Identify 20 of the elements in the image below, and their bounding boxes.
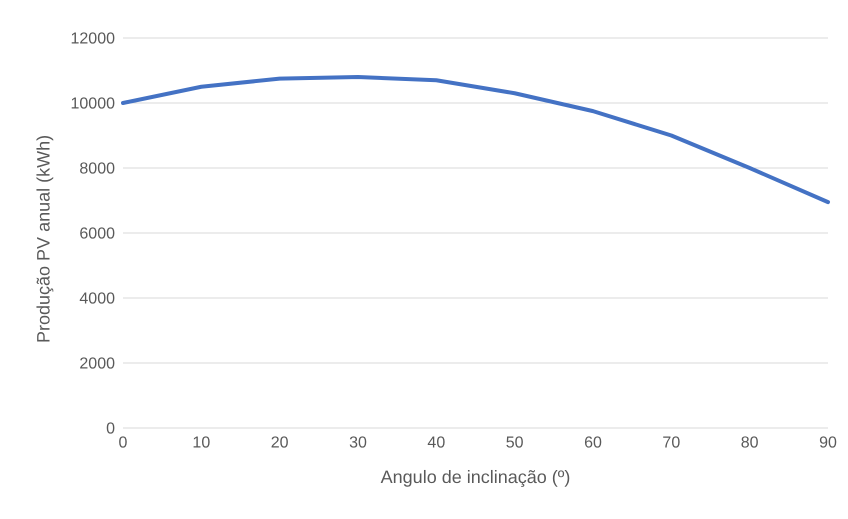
y-tick-label: 0 bbox=[106, 420, 116, 438]
x-tick-label: 10 bbox=[192, 434, 210, 452]
y-tick-label: 8000 bbox=[79, 160, 116, 178]
x-tick-label: 80 bbox=[740, 434, 759, 452]
line-series bbox=[121, 75, 830, 204]
x-tick-label: 0 bbox=[118, 434, 128, 452]
x-tick-label: 90 bbox=[819, 434, 837, 452]
y-tick-label: 6000 bbox=[79, 226, 116, 243]
y-tick-label: 4000 bbox=[79, 290, 116, 308]
x-tick-label: 30 bbox=[349, 434, 367, 452]
x-tick-label: 50 bbox=[506, 434, 524, 452]
y-tick-label: 10000 bbox=[70, 96, 116, 113]
x-axis-title: Angulo de inclinação (º) bbox=[380, 467, 570, 487]
y-axis-title: Produção PV anual (kWh) bbox=[33, 134, 54, 343]
y-tick-label: 12000 bbox=[70, 30, 116, 48]
y-tick-label: 2000 bbox=[79, 356, 116, 373]
x-tick-label: 70 bbox=[662, 434, 680, 452]
x-tick-label: 60 bbox=[584, 434, 602, 452]
x-tick-label: 40 bbox=[427, 434, 446, 452]
x-tick-label: 20 bbox=[270, 434, 289, 452]
